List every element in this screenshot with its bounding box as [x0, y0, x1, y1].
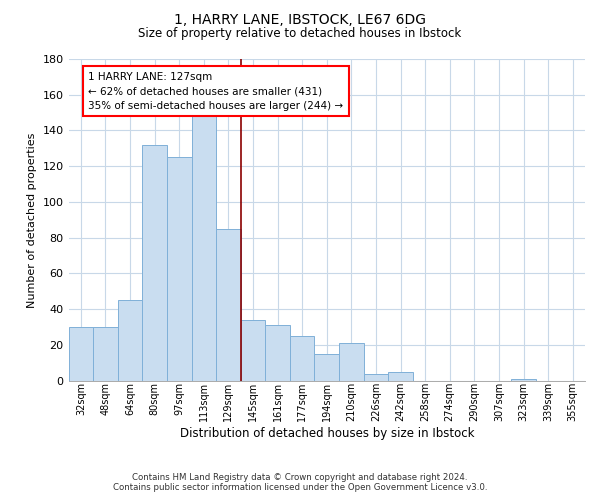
Text: 1, HARRY LANE, IBSTOCK, LE67 6DG: 1, HARRY LANE, IBSTOCK, LE67 6DG: [174, 12, 426, 26]
Bar: [241, 320, 265, 380]
Bar: [167, 158, 191, 380]
Bar: [118, 300, 142, 380]
Text: Size of property relative to detached houses in Ibstock: Size of property relative to detached ho…: [139, 28, 461, 40]
Bar: [290, 336, 314, 380]
Text: Contains HM Land Registry data © Crown copyright and database right 2024.
Contai: Contains HM Land Registry data © Crown c…: [113, 473, 487, 492]
Bar: [191, 116, 216, 380]
Bar: [142, 145, 167, 380]
Bar: [216, 229, 241, 380]
Bar: [388, 372, 413, 380]
Bar: [93, 327, 118, 380]
X-axis label: Distribution of detached houses by size in Ibstock: Distribution of detached houses by size …: [179, 427, 474, 440]
Text: 1 HARRY LANE: 127sqm
← 62% of detached houses are smaller (431)
35% of semi-deta: 1 HARRY LANE: 127sqm ← 62% of detached h…: [88, 72, 343, 111]
Bar: [511, 379, 536, 380]
Bar: [314, 354, 339, 380]
Bar: [339, 343, 364, 380]
Bar: [68, 327, 93, 380]
Bar: [364, 374, 388, 380]
Y-axis label: Number of detached properties: Number of detached properties: [27, 132, 37, 308]
Bar: [265, 326, 290, 380]
